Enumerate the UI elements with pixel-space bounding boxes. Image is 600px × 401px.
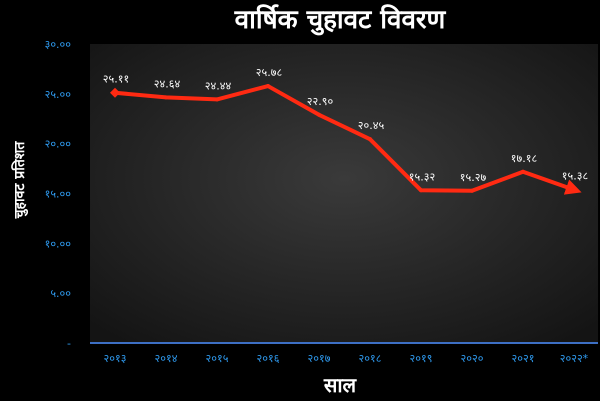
data-point: [368, 137, 372, 142]
data-point: [164, 95, 168, 100]
chart-title: वार्षिक चुहावट विवरण: [234, 4, 447, 36]
x-tick-label: २०१६: [257, 352, 280, 365]
x-tick-label: २०१५: [206, 352, 229, 365]
data-point: [113, 90, 117, 95]
data-label: १७.१८: [511, 152, 538, 165]
plot-area: [90, 44, 598, 343]
y-tick-label: २०.००: [45, 138, 72, 151]
series-line: [114, 84, 582, 195]
x-tick-label: २०१४: [155, 352, 178, 365]
y-axis-ticks: ३०.०० २५.०० २०.०० १५.०० १०.०० ५.०० -: [45, 38, 72, 350]
y-tick-label: २५.००: [45, 88, 72, 101]
x-tick-label: २०२०: [461, 352, 484, 365]
y-tick-label: ३०.००: [45, 38, 72, 51]
x-axis-label: साल: [323, 373, 358, 397]
x-tick-label: २०२२*: [560, 352, 589, 365]
data-label: २०.४५: [358, 119, 385, 132]
data-point: [470, 188, 474, 193]
data-label: १५.३८: [562, 170, 589, 183]
x-axis-ticks: २०१३ २०१४ २०१५ २०१६ २०१७ २०१८ २०१९ २०२० २०२१ २०२२…: [104, 352, 589, 365]
data-point: [266, 84, 270, 89]
data-series: [110, 84, 582, 195]
data-point: [317, 112, 321, 117]
data-point: [215, 97, 219, 102]
y-tick-label: १०.००: [45, 237, 72, 250]
y-axis-label: चुहावट प्रतिशत: [11, 141, 29, 220]
data-point: [521, 169, 525, 174]
data-label: २५.११: [103, 73, 129, 86]
data-label: १५.२७: [460, 171, 487, 184]
data-label: २४.४४: [205, 79, 232, 92]
data-label: २४.६४: [154, 77, 181, 90]
x-tick-label: २०१९: [410, 352, 433, 365]
data-point: [419, 188, 423, 193]
x-tick-label: २०१८: [359, 352, 382, 365]
x-tick-label: २०१७: [308, 352, 331, 365]
data-label: २५.७८: [256, 66, 283, 79]
data-point: [572, 187, 576, 192]
data-label: १५.३२: [409, 170, 435, 183]
y-tick-label: -: [67, 337, 71, 350]
y-tick-label: ५.००: [50, 287, 71, 300]
data-labels: २५.११ २४.६४ २४.४४ २५.७८ २२.९० २०.४५ १५.३२ १५.२७…: [103, 66, 589, 184]
x-tick-label: २०१३: [104, 352, 127, 365]
y-tick-label: १५.००: [45, 188, 72, 201]
x-tick-label: २०२१: [512, 352, 535, 365]
data-label: २२.९०: [307, 95, 334, 108]
